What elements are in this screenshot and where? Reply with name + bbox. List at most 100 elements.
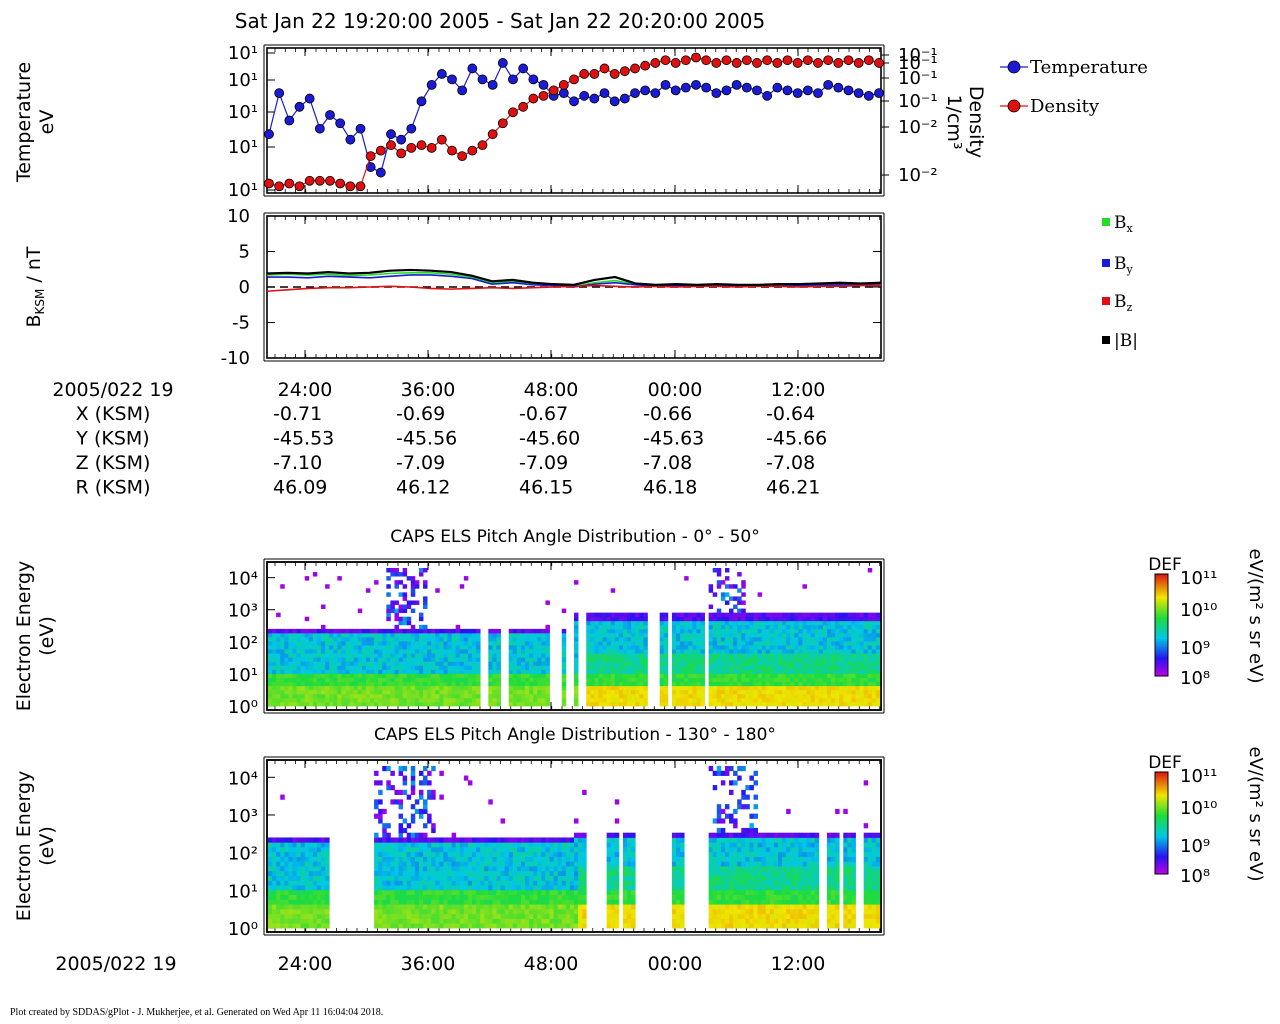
data-point-temperature [813, 88, 823, 98]
data-point-density [863, 55, 874, 66]
spectrogram-axis-label: Electron Energy [13, 561, 35, 712]
bottom-time-tick-label: 12:00 [771, 953, 826, 975]
data-point-density [304, 175, 315, 186]
field-legend-entry: By [1114, 254, 1134, 276]
data-point-density [294, 181, 305, 192]
field-axis-label: BKSM / nT [23, 246, 47, 327]
ephemeris-value: -0.64 [766, 403, 815, 425]
data-point-density [589, 69, 600, 79]
data-point-density [386, 140, 396, 151]
time-tick-label: 12:00 [771, 379, 826, 401]
data-point-density [782, 55, 793, 66]
data-point-density [711, 58, 722, 68]
data-point-density [691, 52, 701, 63]
data-point-density [874, 58, 884, 68]
density-tick-label: 10⁻¹ [898, 45, 938, 66]
data-point-temperature [396, 134, 407, 145]
data-point-temperature [426, 79, 437, 90]
data-point-temperature [579, 90, 590, 101]
data-point-density [314, 175, 325, 186]
data-point-temperature [711, 88, 722, 98]
data-point-temperature [670, 85, 681, 96]
data-point-density [619, 66, 630, 77]
data-point-density [325, 175, 335, 186]
data-point-density [345, 181, 356, 192]
data-point-density [721, 55, 732, 66]
data-point-density [355, 181, 366, 192]
data-point-temperature [721, 85, 732, 96]
data-point-temperature [650, 88, 661, 98]
data-point-density [538, 90, 549, 101]
data-point-density [406, 142, 417, 153]
data-point-temperature [518, 63, 529, 74]
field-tick-label: -5 [232, 313, 250, 334]
data-point-temperature [701, 82, 712, 93]
data-point-temperature [660, 79, 671, 90]
data-point-temperature [375, 167, 386, 178]
data-point-temperature [386, 129, 396, 140]
time-tick-label: 00:00 [648, 379, 703, 401]
data-point-density [660, 55, 671, 66]
field-series-magnitude [266, 268, 882, 286]
data-point-temperature [497, 58, 508, 68]
colorbar-unit-label: eV/(m² s sr eV) [1245, 549, 1266, 684]
data-point-density [640, 60, 651, 71]
ephemeris-value: -7.08 [766, 452, 815, 474]
data-point-temperature [477, 74, 488, 85]
data-point-temperature [802, 85, 813, 96]
ephemeris-value: -7.09 [396, 452, 445, 474]
data-point-temperature [508, 74, 518, 85]
ephemeris-row-label: R (KSM) [76, 477, 151, 499]
data-point-temperature [314, 123, 325, 134]
data-point-temperature [355, 123, 366, 134]
ephemeris-date-label: 2005/022 19 [52, 379, 173, 401]
data-point-density [579, 69, 590, 79]
ephemeris-value: -0.69 [396, 403, 445, 425]
data-point-temperature [467, 63, 478, 74]
data-point-density [457, 151, 468, 162]
data-point-temperature [274, 88, 285, 98]
data-point-density [802, 55, 813, 66]
data-point-density [813, 58, 823, 68]
data-point-temperature [782, 85, 793, 96]
data-point-density [650, 58, 661, 68]
data-point-density [762, 55, 773, 66]
energy-tick-label: 10² [228, 633, 258, 654]
data-point-density [396, 148, 407, 159]
data-point-temperature [752, 85, 762, 96]
energy-tick-label: 10⁰ [228, 697, 258, 718]
figure-title: Sat Jan 22 19:20:00 2005 - Sat Jan 22 20… [235, 9, 765, 33]
data-point-density [569, 74, 579, 85]
field-series-z [266, 284, 881, 293]
data-point-density [752, 58, 762, 68]
data-point-temperature [609, 96, 620, 107]
data-point-temperature [853, 88, 864, 98]
data-point-density [447, 145, 457, 156]
spectrogram-cells [268, 766, 881, 929]
spectrogram-unit-label: (eV) [36, 826, 58, 866]
temperature-density-panel [263, 44, 889, 197]
data-point-density [670, 58, 681, 68]
data-point-temperature [741, 82, 752, 93]
ephemeris-value: 46.15 [519, 477, 573, 499]
data-point-density [467, 145, 478, 156]
density-tick-label: 10⁻¹ [898, 53, 938, 74]
colorbar-unit-label: eV/(m² s sr eV) [1245, 747, 1266, 882]
ephemeris-row-label: Z (KSM) [76, 452, 151, 474]
data-point-density [548, 85, 559, 96]
field-legend-entry: |B| [1114, 331, 1138, 351]
field-legend-marker [1102, 218, 1110, 226]
data-point-density [833, 58, 844, 68]
data-point-density [772, 58, 783, 68]
data-point-density [609, 69, 620, 79]
data-point-density [264, 178, 274, 189]
data-point-density [792, 58, 803, 68]
bottom-time-tick-label: 24:00 [278, 953, 333, 975]
ephemeris-value: -7.09 [519, 452, 568, 474]
ephemeris-value: -0.67 [519, 403, 568, 425]
density-unit-label: 1/cm³ [943, 94, 965, 149]
data-point-temperature [874, 88, 884, 98]
data-point-density [508, 107, 518, 118]
energy-tick-label: 10² [228, 844, 258, 865]
